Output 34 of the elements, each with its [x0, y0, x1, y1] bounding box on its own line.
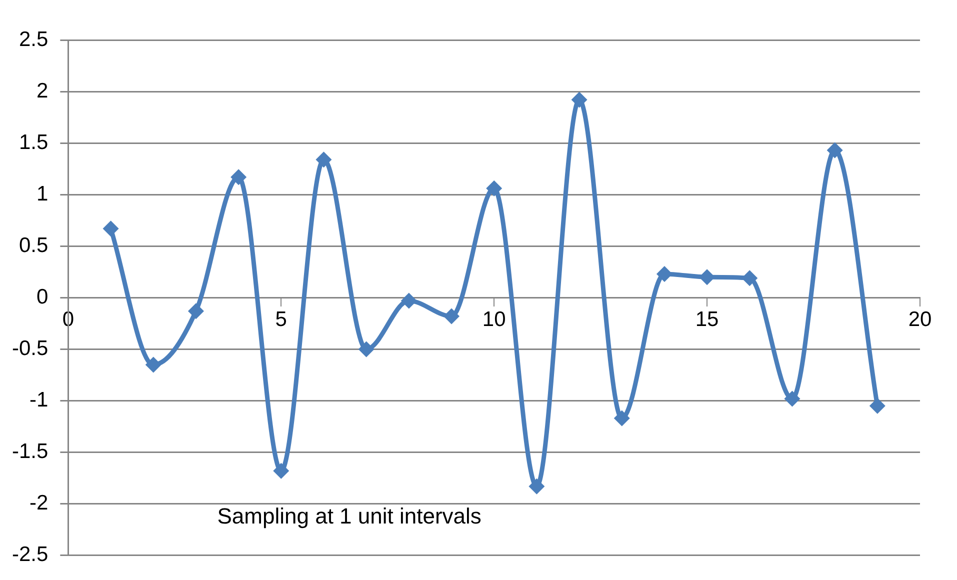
point	[230, 169, 247, 186]
point	[869, 398, 886, 414]
point	[145, 356, 162, 373]
y-tick-label: -1.5	[12, 440, 48, 464]
x-tick-label: 15	[695, 308, 719, 332]
y-tick-label: 2	[36, 79, 48, 102]
point	[358, 341, 374, 358]
point	[656, 266, 672, 282]
point	[614, 410, 630, 426]
y-tick-label: 2.5	[18, 28, 48, 51]
y-tick-label: 1.5	[18, 130, 48, 154]
point	[826, 142, 843, 158]
point	[273, 462, 290, 479]
x-tick-label: 20	[908, 308, 932, 332]
point	[400, 292, 417, 309]
y-tick-label: -2	[30, 492, 48, 515]
point	[188, 303, 204, 320]
y-tick-label: -1	[30, 388, 48, 412]
point	[102, 220, 119, 237]
x-tick-label: 5	[275, 308, 287, 332]
y-tick-label: 0.5	[18, 234, 48, 257]
annotation: Sampling at 1 unit intervals	[217, 503, 482, 528]
y-tick-label: -0.5	[12, 337, 48, 360]
y-tick-label: 0	[36, 285, 48, 308]
y-tick-label: -2.5	[12, 543, 48, 566]
point	[486, 180, 502, 196]
point	[742, 270, 758, 286]
x-tick-label: 10	[482, 308, 506, 332]
point	[528, 478, 545, 494]
point	[784, 390, 800, 407]
point	[444, 308, 460, 324]
y-tick-label: 1	[36, 182, 48, 206]
point	[571, 92, 588, 108]
point	[316, 152, 332, 168]
